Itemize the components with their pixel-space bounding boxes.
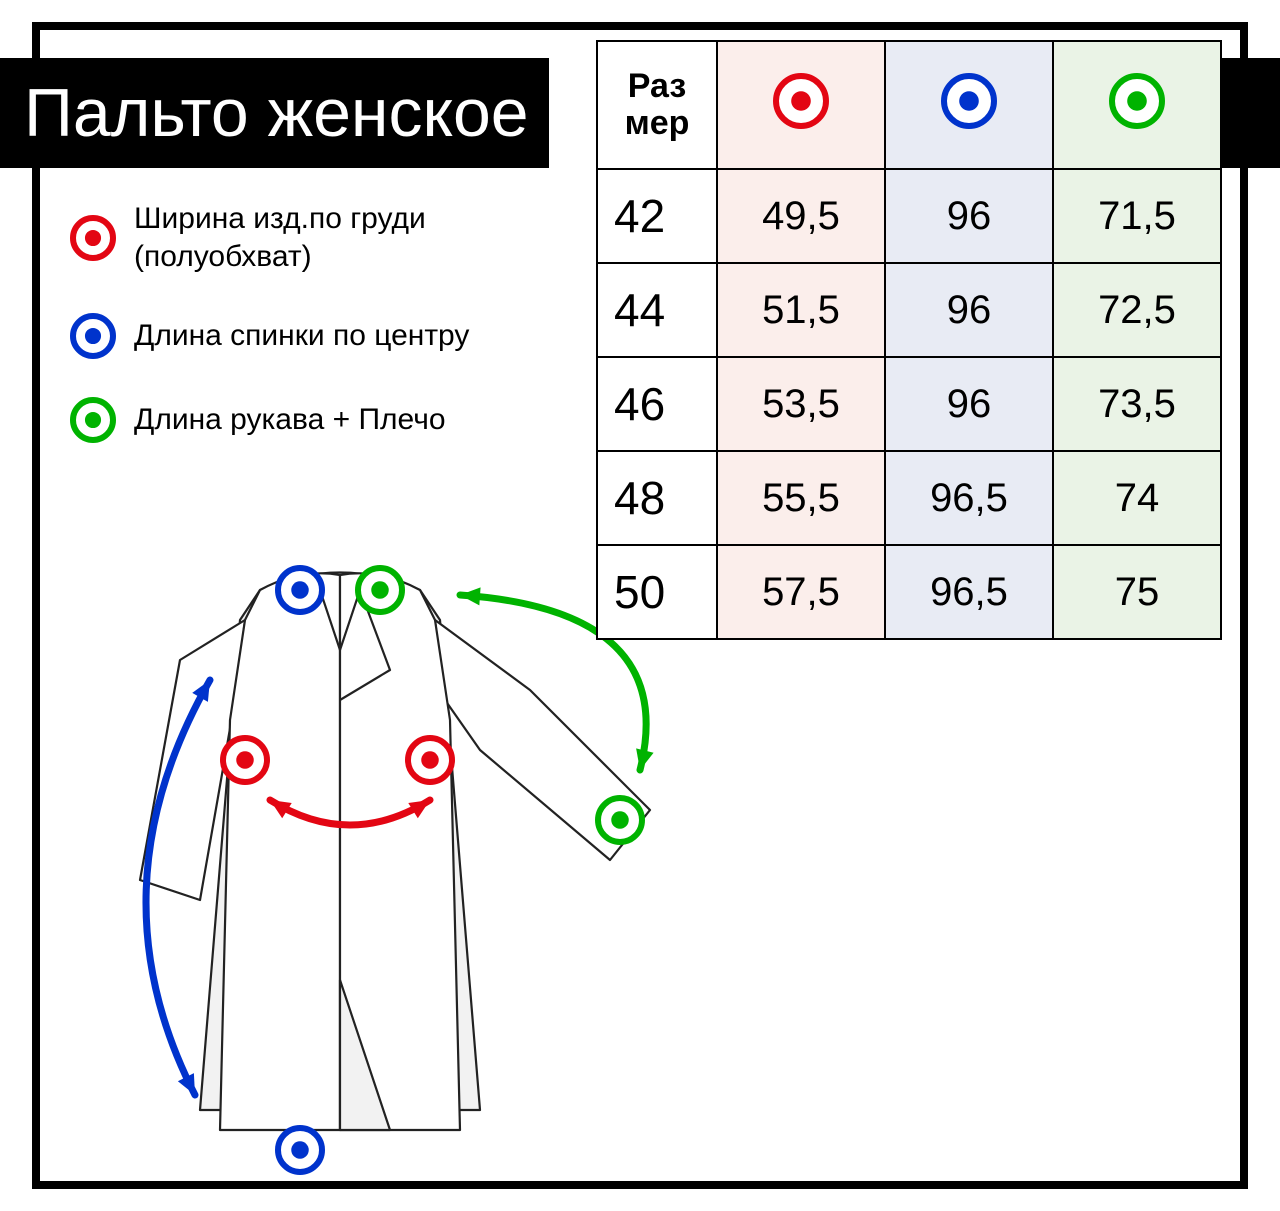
size-table: Размер 4249,59671,54451,59672,54653,5967… xyxy=(596,40,1222,640)
legend-row: Длина рукава + Плечо xyxy=(70,397,469,443)
header-green-icon xyxy=(1053,41,1221,169)
cell-size: 46 xyxy=(597,357,717,451)
table-row: 4249,59671,5 xyxy=(597,169,1221,263)
cell-green: 72,5 xyxy=(1053,263,1221,357)
cell-size: 42 xyxy=(597,169,717,263)
legend-label: Длина спинки по центру xyxy=(134,317,469,355)
cell-blue: 96 xyxy=(885,357,1053,451)
red-point-icon xyxy=(223,738,267,782)
table-body: 4249,59671,54451,59672,54653,59673,54855… xyxy=(597,169,1221,639)
coat-outline xyxy=(140,573,650,1131)
legend-row: Ширина изд.по груди(полуобхват) xyxy=(70,200,469,275)
blue-point-icon xyxy=(278,1128,322,1172)
legend: Ширина изд.по груди(полуобхват) Длина сп… xyxy=(70,200,469,481)
table-row: 4451,59672,5 xyxy=(597,263,1221,357)
cell-red: 57,5 xyxy=(717,545,885,639)
cell-red: 51,5 xyxy=(717,263,885,357)
legend-row: Длина спинки по центру xyxy=(70,313,469,359)
legend-label: Ширина изд.по груди(полуобхват) xyxy=(134,200,426,275)
cell-green: 75 xyxy=(1053,545,1221,639)
blue-marker-icon xyxy=(70,313,116,359)
header-blue-icon xyxy=(885,41,1053,169)
cell-size: 50 xyxy=(597,545,717,639)
table-row: 4653,59673,5 xyxy=(597,357,1221,451)
header-size: Размер xyxy=(597,41,717,169)
cell-green: 71,5 xyxy=(1053,169,1221,263)
cell-blue: 96 xyxy=(885,263,1053,357)
page-title: Пальто женское xyxy=(24,75,529,151)
cell-green: 74 xyxy=(1053,451,1221,545)
coat-diagram xyxy=(60,550,740,1190)
cell-size: 48 xyxy=(597,451,717,545)
cell-blue: 96,5 xyxy=(885,451,1053,545)
cell-blue: 96 xyxy=(885,169,1053,263)
red-marker-icon xyxy=(70,215,116,261)
cell-blue: 96,5 xyxy=(885,545,1053,639)
table-header-row: Размер xyxy=(597,41,1221,169)
legend-label: Длина рукава + Плечо xyxy=(134,401,446,439)
cell-size: 44 xyxy=(597,263,717,357)
blue-point-icon xyxy=(278,568,322,612)
cell-green: 73,5 xyxy=(1053,357,1221,451)
table-row: 4855,596,574 xyxy=(597,451,1221,545)
green-point-icon xyxy=(358,568,402,612)
title-bar: Пальто женское xyxy=(0,58,549,168)
header-red-icon xyxy=(717,41,885,169)
cell-red: 55,5 xyxy=(717,451,885,545)
green-marker-icon xyxy=(70,397,116,443)
cell-red: 53,5 xyxy=(717,357,885,451)
cell-red: 49,5 xyxy=(717,169,885,263)
red-point-icon xyxy=(408,738,452,782)
table-row: 5057,596,575 xyxy=(597,545,1221,639)
green-point-icon xyxy=(598,798,642,842)
